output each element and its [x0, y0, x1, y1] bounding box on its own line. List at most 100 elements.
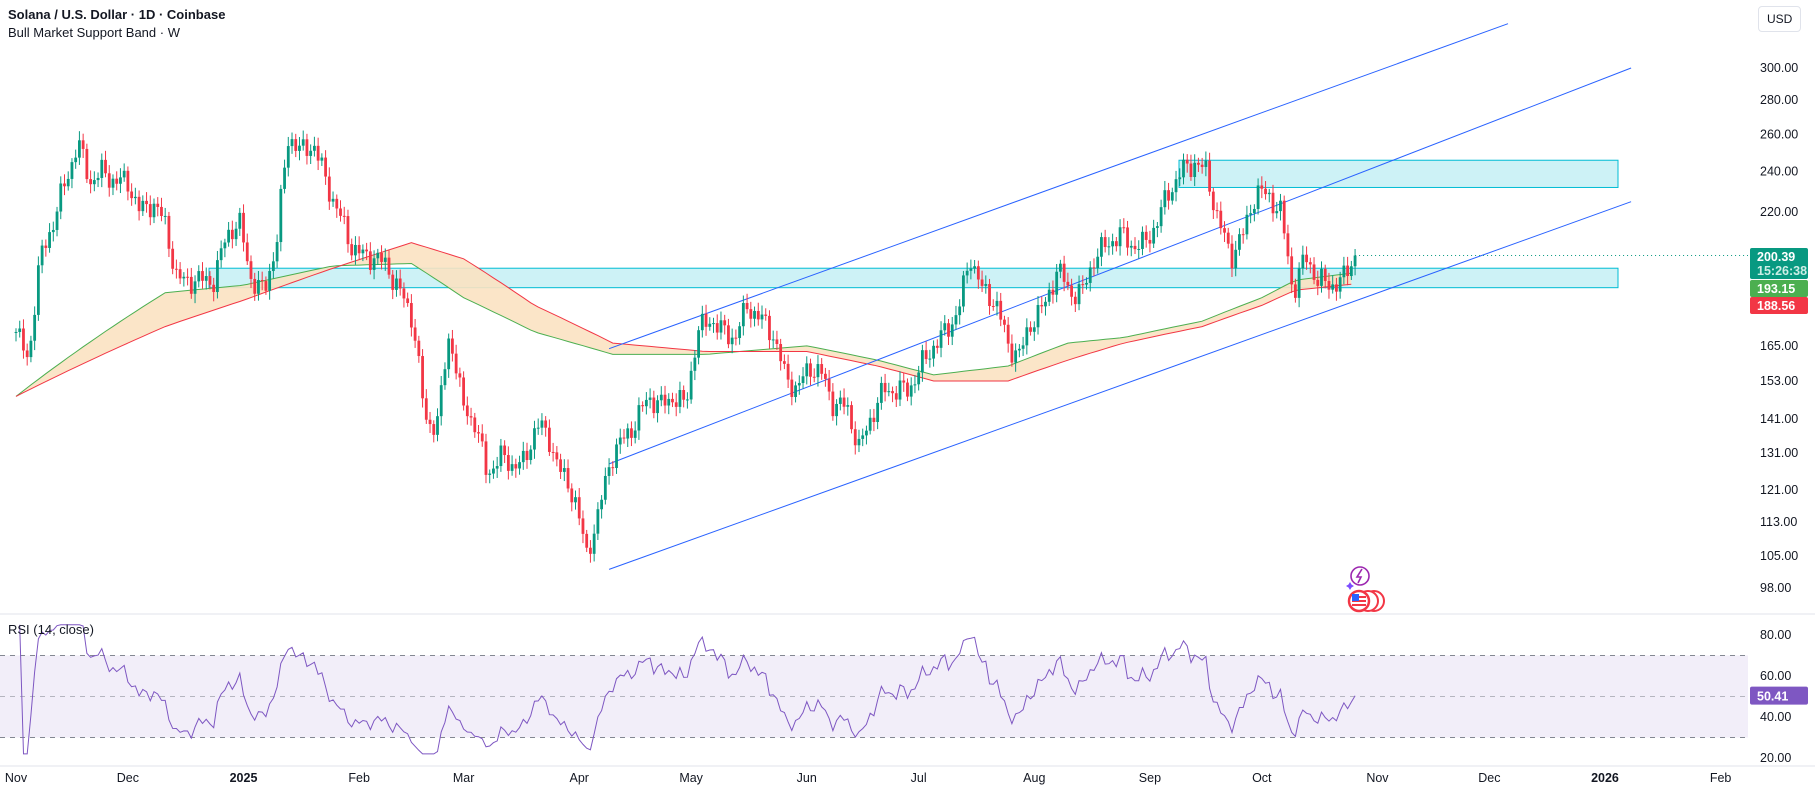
candle [186, 268, 189, 286]
candle-body [208, 276, 212, 285]
candle [469, 407, 473, 426]
candle-body [909, 385, 913, 397]
candle [633, 421, 637, 444]
candle [320, 153, 324, 166]
candle-body [1014, 350, 1018, 363]
candle-body [596, 509, 600, 534]
price-tick-label: 105.00 [1760, 549, 1798, 563]
candle [809, 358, 812, 386]
candle-body [271, 261, 275, 272]
candle [122, 163, 126, 182]
candle-body [1223, 228, 1226, 233]
candle [1342, 256, 1346, 285]
candle-body [1279, 200, 1282, 212]
sma-value-label: 193.15 [1757, 282, 1795, 296]
candle [991, 299, 995, 311]
candle [667, 393, 671, 415]
candle-body [1059, 263, 1062, 272]
candle-body [1170, 192, 1174, 201]
candle-body [1241, 234, 1245, 236]
candle-body [383, 257, 387, 262]
candle [1003, 315, 1006, 333]
candle-body [1148, 239, 1152, 244]
candle-body [797, 382, 801, 386]
candle-body [421, 356, 424, 399]
candle-body [156, 203, 160, 207]
rsi-title[interactable]: RSI (14, close) [8, 622, 94, 637]
candle-body [719, 320, 723, 333]
candle [458, 367, 462, 387]
candle [779, 338, 783, 371]
candle-body [298, 145, 301, 151]
candle-body [678, 390, 682, 407]
candle-body [1159, 207, 1163, 227]
candle [551, 442, 555, 462]
candle-body [480, 433, 484, 442]
candle-body [559, 459, 562, 472]
candle-body [391, 274, 395, 290]
candle-body [66, 178, 70, 187]
candle-body [1215, 210, 1219, 212]
candle [201, 262, 204, 289]
candle-body [484, 441, 488, 475]
lightning-alert-icon[interactable] [1345, 565, 1371, 596]
support-zone[interactable] [208, 267, 1619, 289]
candle-body [812, 376, 816, 378]
candle-body [1107, 246, 1111, 248]
channel-upper-line[interactable] [608, 23, 1509, 350]
candle-body [152, 203, 156, 218]
candle [48, 223, 51, 253]
candle [570, 483, 574, 512]
candle [1141, 226, 1144, 256]
candle [1223, 221, 1226, 242]
price-tick-label: 300.00 [1760, 61, 1798, 75]
candle-body [1338, 277, 1342, 292]
candle [130, 183, 134, 206]
candle-body [607, 467, 611, 476]
candle-body [264, 281, 268, 291]
candle-body [928, 358, 932, 360]
candle-body [1163, 190, 1167, 208]
candle-body [372, 258, 376, 270]
candle-body [324, 157, 327, 177]
candle [656, 395, 659, 423]
indicator-title[interactable]: Bull Market Support Band · W [8, 25, 180, 40]
candle-body [510, 464, 514, 471]
channel-middle-line[interactable] [608, 67, 1632, 465]
ema-value-label: 188.56 [1757, 299, 1795, 313]
candle-body [630, 428, 633, 438]
candle-body [137, 196, 141, 212]
candle-body [1118, 227, 1122, 247]
candle-body [1178, 177, 1182, 180]
candle-body [78, 140, 81, 158]
candle [1349, 260, 1353, 281]
candle-body [1189, 163, 1193, 178]
candle-body [700, 313, 704, 331]
candle [581, 510, 585, 544]
currency-button[interactable]: USD [1758, 6, 1802, 32]
candle-body [1185, 159, 1189, 164]
us-flag-event-icon[interactable] [1346, 589, 1386, 618]
candle [160, 197, 163, 222]
candle [659, 386, 663, 407]
candle-body [1286, 233, 1290, 257]
candle [391, 269, 395, 300]
support-zone[interactable] [1178, 159, 1619, 188]
candle [148, 195, 152, 226]
candle-body [212, 284, 216, 293]
time-tick-label: May [679, 771, 703, 785]
candle [1312, 257, 1316, 285]
price-tick-label: 153.00 [1760, 374, 1798, 388]
candle-body [727, 325, 730, 345]
candle-body [879, 382, 883, 403]
candle-body [782, 361, 786, 364]
candle [104, 150, 107, 178]
candle [477, 424, 480, 443]
candle-body [1193, 162, 1197, 178]
candle-body [831, 391, 835, 417]
channel-lower-line[interactable] [608, 201, 1632, 570]
candle-body [1100, 237, 1103, 257]
candle-body [163, 215, 167, 217]
candle [1286, 224, 1290, 265]
